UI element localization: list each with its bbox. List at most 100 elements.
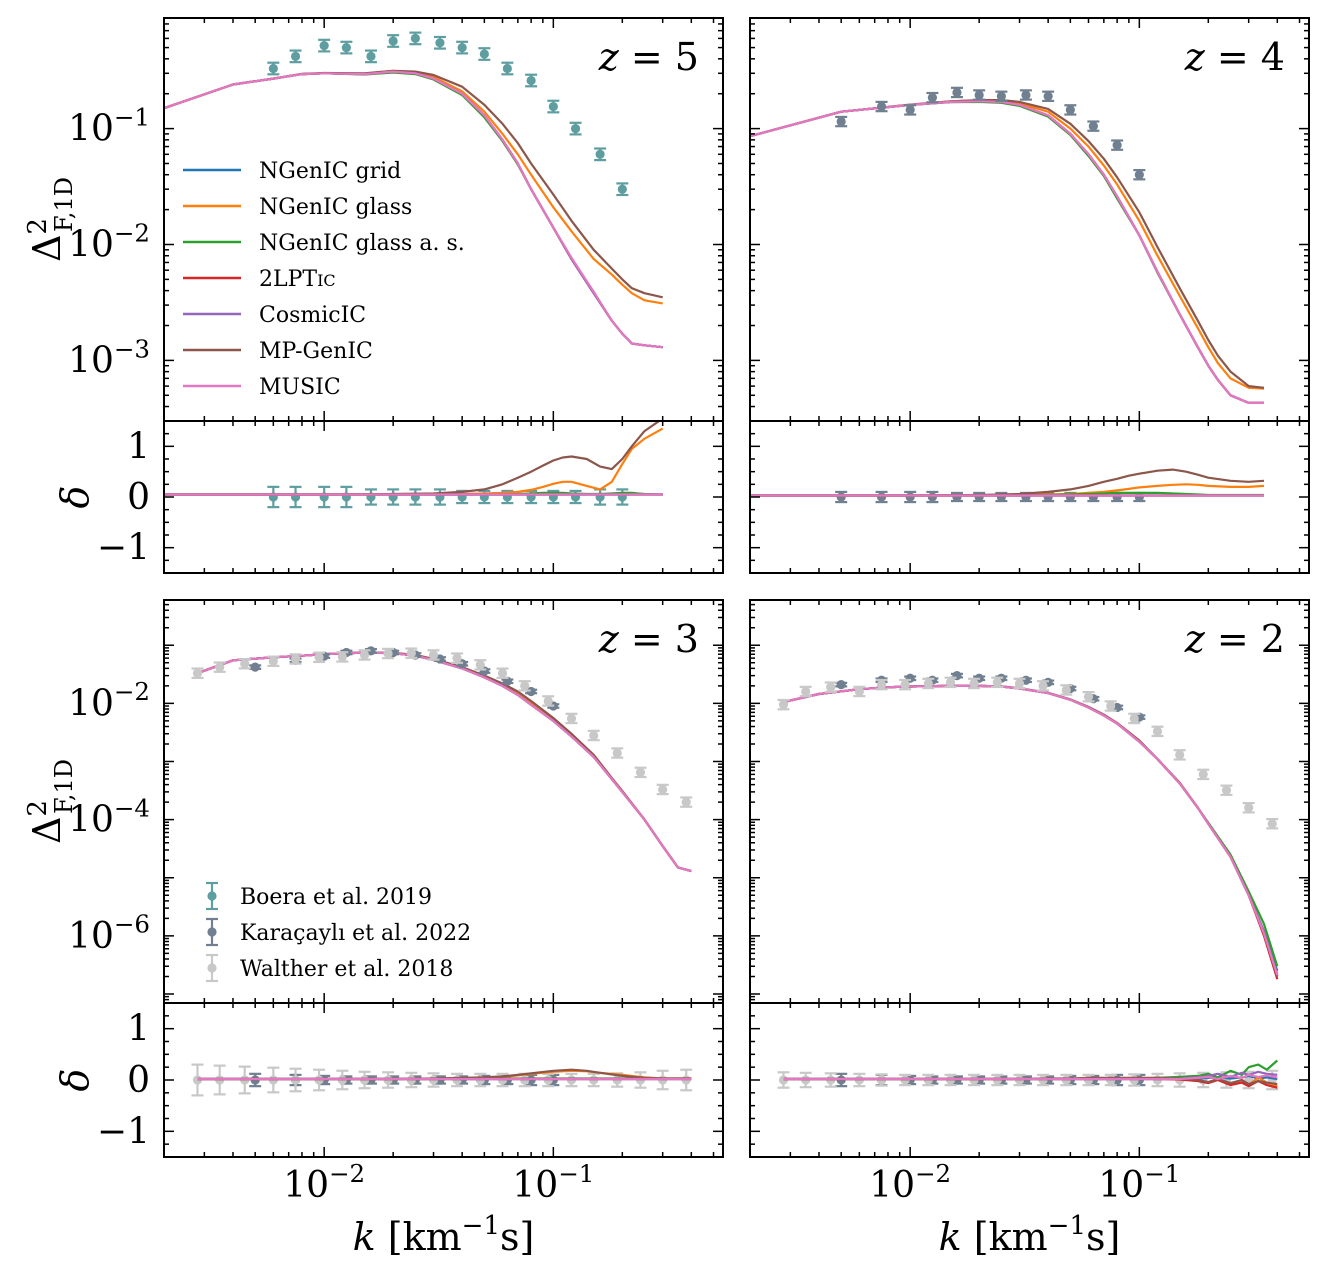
data-point-walther-et-al-2018 (289, 653, 302, 665)
point-marker (992, 677, 1002, 687)
point-marker (1152, 726, 1163, 736)
point-marker (475, 660, 485, 670)
point-marker (836, 680, 846, 690)
delta-plot-area (164, 421, 664, 509)
delta-tick-label: 0 (127, 1060, 150, 1101)
y-axis-label: Δ2F,1D (23, 177, 78, 262)
data-point-boera-et-al-2019 (340, 40, 353, 55)
point-marker (452, 653, 462, 663)
data-point-walther-et-al-2018 (451, 652, 464, 664)
point-marker (927, 93, 937, 103)
point-marker (905, 492, 915, 502)
point-marker (1129, 713, 1139, 724)
legend-label: Karaçaylı et al. 2022 (240, 921, 471, 946)
legend-marker (207, 927, 217, 937)
legend-item-2lptic: 2LPTIC (183, 267, 336, 292)
y-ticks (164, 17, 723, 574)
y-tick-label: 10−6 (68, 910, 150, 957)
point-marker (1014, 678, 1025, 689)
data-point-walther-et-al-2018 (587, 729, 600, 742)
point-marker (612, 748, 622, 758)
data-point-kara-ayl-et-al-2022 (1064, 104, 1077, 116)
delta-point-kara-ayl-et-al-2022 (950, 491, 963, 503)
data-point-walther-et-al-2018 (853, 685, 866, 698)
data-point-kara-ayl-et-al-2022 (1133, 168, 1146, 181)
point-marker (1083, 692, 1094, 702)
delta-tick-label: 0 (127, 477, 150, 518)
data-point-walther-et-al-2018 (1128, 712, 1141, 725)
data-point-walther-et-al-2018 (1151, 725, 1164, 738)
delta-point-kara-ayl-et-al-2022 (973, 491, 986, 503)
point-marker (1244, 803, 1254, 813)
data-point-kara-ayl-et-al-2022 (249, 662, 262, 672)
legend-item-mp-genic: MP-GenIC (183, 339, 373, 364)
y-ticks (750, 17, 1309, 574)
data-point-walther-et-al-2018 (238, 658, 251, 670)
data-point-walther-et-al-2018 (382, 647, 395, 660)
legend-item-music: MUSIC (183, 375, 341, 400)
point-marker (952, 671, 962, 681)
data-point-walther-et-al-2018 (634, 766, 647, 779)
data-point-boera-et-al-2019 (616, 182, 629, 197)
data-point-walther-et-al-2018 (474, 659, 487, 671)
data-point-walther-et-al-2018 (1104, 700, 1117, 712)
point-marker (1043, 91, 1053, 101)
point-marker (479, 49, 489, 59)
y-axis-label: Δ2F,1D (23, 759, 78, 844)
legend-item-ngenic-glass: NGenIC glass (183, 195, 412, 220)
point-marker (681, 797, 691, 807)
point-marker (1038, 681, 1048, 691)
data-point-walther-et-al-2018 (1173, 749, 1186, 761)
legend-item-ngenic-glass-a-s: NGenIC glass a. s. (183, 231, 465, 256)
point-marker (406, 648, 416, 658)
delta-line-mp-genic (750, 468, 1265, 497)
point-marker (1267, 819, 1277, 829)
point-marker (1112, 140, 1122, 150)
data-point-walther-et-al-2018 (1082, 690, 1095, 703)
y-tick-label: 10−4 (68, 793, 150, 840)
data-point-walther-et-al-2018 (968, 677, 981, 690)
point-marker (801, 686, 811, 697)
data-point-walther-et-al-2018 (680, 796, 693, 808)
data-point-walther-et-al-2018 (267, 655, 280, 668)
data-point-walther-et-al-2018 (1220, 784, 1233, 797)
point-marker (974, 492, 984, 502)
x-ticks (163, 18, 715, 573)
data-point-kara-ayl-et-al-2022 (1042, 90, 1055, 103)
x-tick-label: 10−1 (512, 1159, 594, 1206)
point-marker (876, 492, 887, 502)
legend-label: MUSIC (259, 375, 341, 400)
data-point-boera-et-al-2019 (501, 61, 514, 76)
delta-point-walther-et-al-2018 (777, 1071, 790, 1089)
point-marker (566, 713, 577, 724)
data-point-boera-et-al-2019 (289, 49, 302, 64)
data-point-boera-et-al-2019 (318, 38, 331, 53)
data-point-walther-et-al-2018 (824, 681, 837, 693)
main-plot-area (777, 671, 1279, 980)
y-tick-label: 10−3 (68, 334, 150, 381)
data-point-walther-et-al-2018 (496, 667, 509, 679)
point-marker (192, 668, 203, 678)
point-marker (428, 650, 439, 660)
y-ticks (164, 603, 723, 1158)
data-point-boera-et-al-2019 (478, 47, 491, 61)
legend-item-kara-ayl-et-al-2022: Karaçaylı et al. 2022 (206, 917, 471, 947)
x-tick-label: 10−1 (1098, 1159, 1180, 1206)
data-point-walther-et-al-2018 (799, 685, 812, 698)
data-point-kara-ayl-et-al-2022 (1087, 120, 1100, 132)
series-line-music (750, 100, 1264, 404)
point-marker (876, 680, 887, 690)
delta-tick-label: −1 (97, 528, 150, 569)
point-marker (319, 41, 329, 51)
x-tick-label: 10−2 (869, 1159, 951, 1206)
data-point-kara-ayl-et-al-2022 (1019, 89, 1032, 101)
point-marker (502, 63, 512, 74)
point-marker (1221, 785, 1232, 795)
redshift-label: z = 2 (1184, 617, 1285, 661)
legend-marker (207, 963, 217, 973)
delta-plot-area (777, 1059, 1279, 1091)
point-marker (290, 654, 301, 664)
data-point-kara-ayl-et-al-2022 (904, 104, 917, 116)
point-marker (1106, 701, 1116, 711)
